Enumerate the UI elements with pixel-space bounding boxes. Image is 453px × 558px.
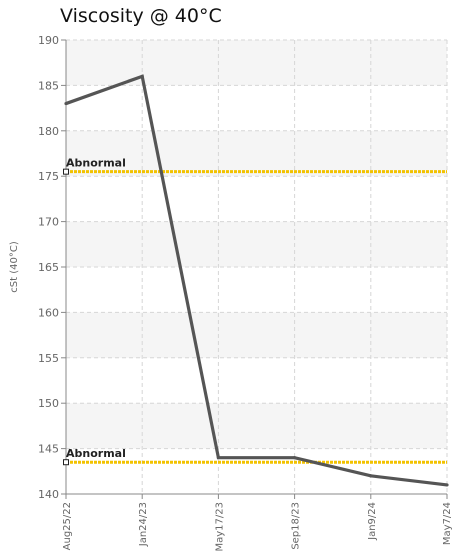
y-axis-label: cSt (40°C) xyxy=(9,241,20,293)
threshold-label: Abnormal xyxy=(66,157,126,170)
y-tick-label: 160 xyxy=(38,306,59,319)
data-point xyxy=(293,456,297,460)
grid-band xyxy=(66,312,447,358)
y-tick-label: 175 xyxy=(38,170,59,183)
data-point xyxy=(369,474,373,478)
y-tick-label: 165 xyxy=(38,261,59,274)
grid-band xyxy=(66,40,447,86)
data-point xyxy=(64,101,68,106)
x-tick-label: May17/23 xyxy=(214,502,225,552)
grid-band xyxy=(66,221,447,267)
y-tick-label: 190 xyxy=(38,34,59,47)
x-tick-label: Jan24/23 xyxy=(138,502,149,547)
grid-band xyxy=(66,403,447,449)
y-tick-label: 185 xyxy=(38,79,59,92)
y-tick-label: 145 xyxy=(38,443,59,456)
y-tick-label: 155 xyxy=(38,352,59,365)
x-tick-label: Aug25/22 xyxy=(62,502,73,550)
chart-title: Viscosity @ 40°C xyxy=(60,5,222,27)
data-point xyxy=(140,74,144,78)
threshold-marker xyxy=(63,168,69,175)
grid-band xyxy=(66,130,447,177)
threshold-label: Abnormal xyxy=(66,447,126,460)
x-tick-label: Jan9/24 xyxy=(367,502,378,541)
y-tick-label: 180 xyxy=(38,125,59,138)
y-tick-label: 150 xyxy=(38,397,59,410)
series-line xyxy=(65,74,448,487)
data-point xyxy=(216,456,220,460)
data-point xyxy=(445,483,449,487)
threshold-marker xyxy=(63,459,69,466)
y-tick-label: 170 xyxy=(38,216,59,229)
x-tick-label: May7/24 xyxy=(442,502,453,545)
y-tick-label: 140 xyxy=(38,488,59,501)
x-tick-label: Sep18/23 xyxy=(291,502,302,550)
